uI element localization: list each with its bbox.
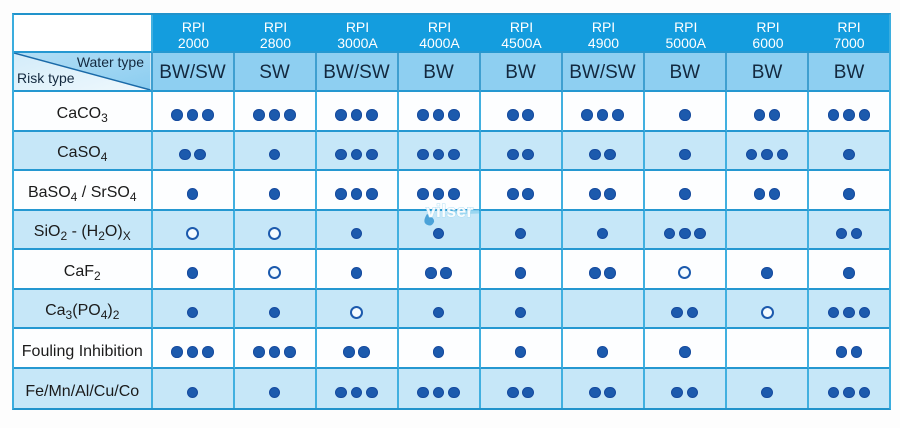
svg-text:Risk type: Risk type xyxy=(17,70,75,86)
svg-text:Water type: Water type xyxy=(77,54,144,70)
